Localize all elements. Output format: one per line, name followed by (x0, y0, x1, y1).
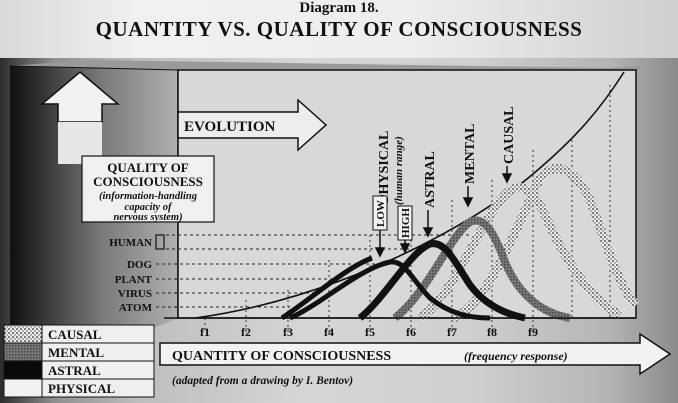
tick-f7: f7 (447, 325, 457, 339)
mental-curve (392, 216, 571, 322)
y-axis-label-box: QUALITY OF CONSCIOUSNESS (information-ha… (81, 155, 215, 223)
causal-arrow-icon (501, 173, 513, 184)
legend-swatch-causal (3, 324, 43, 344)
y-axis-title-line1: QUALITY OF (107, 160, 189, 175)
human-range-label: (human range) (393, 136, 405, 205)
y-axis-subtitle-line1: (information-handling (99, 191, 197, 202)
tick-f8: f8 (487, 325, 497, 339)
tick-f4: f4 (324, 325, 334, 339)
y-axis-title-line2: CONSCIOUSNESS (93, 174, 203, 189)
x-axis-arrow: QUANTITY OF CONSCIOUSNESS (frequency res… (159, 332, 672, 376)
physical-curve-rise (280, 255, 373, 321)
low-label: LOW (375, 200, 387, 227)
legend-label-causal: CAUSAL (48, 327, 102, 342)
physical-label: PHYSICAL (377, 131, 392, 203)
legend-swatch-physical (3, 378, 43, 398)
tick-f2: f2 (241, 325, 251, 339)
x-axis-title: QUANTITY OF CONSCIOUSNESS (172, 349, 391, 364)
evolution-arrow-icon (177, 98, 328, 152)
level-atom: ATOM (119, 302, 153, 314)
tick-f6: f6 (406, 325, 416, 339)
credit-text: (adapted from a drawing by I. Bentov) (172, 375, 353, 387)
back-plane (177, 69, 637, 319)
diagram-number: Diagram 18. (299, 0, 379, 16)
astral-curve (357, 240, 526, 322)
legend-swatch-astral (3, 360, 43, 380)
low-arrow-icon (374, 247, 386, 258)
high-label: HIGH (400, 208, 412, 238)
legend: CAUSAL MENTAL ASTRAL PHYSICAL (3, 324, 155, 398)
legend-label-astral: ASTRAL (48, 363, 101, 378)
tick-f1: f1 (200, 325, 210, 339)
legend-swatch-mental (3, 342, 43, 362)
high-arrow-icon (399, 243, 411, 254)
level-human: HUMAN (109, 237, 152, 249)
x-axis-arrow-icon (159, 332, 672, 376)
top-depth-wall (10, 60, 640, 70)
legend-label-mental: MENTAL (48, 345, 104, 360)
peak-labels: PHYSICAL (human range) LOW HIGH ASTRAL M… (372, 106, 517, 241)
tick-f5: f5 (365, 325, 375, 339)
diagram-title: QUANTITY VS. QUALITY OF CONSCIOUSNESS (95, 17, 583, 41)
physical-curve (288, 259, 491, 321)
y-axis-subtitle-line2: capacity of (125, 202, 173, 213)
level-labels: HUMAN DOG PLANT VIRUS ATOM (109, 237, 152, 314)
evolution-arrow: EVOLUTION (177, 98, 328, 152)
level-plant: PLANT (115, 274, 153, 286)
astral-label: ASTRAL (423, 151, 438, 208)
tick-f3: f3 (283, 325, 293, 339)
level-dog: DOG (127, 259, 153, 271)
header: Diagram 18. QUANTITY VS. QUALITY OF CONS… (0, 0, 678, 58)
frequency-ticks: f1 f2 f3 f4 f5 f6 f7 f8 f9 (200, 325, 538, 339)
evolution-label: EVOLUTION (184, 119, 276, 135)
causal-label: CAUSAL (502, 106, 517, 164)
mental-label: MENTAL (463, 124, 478, 184)
response-curves (280, 164, 640, 322)
mental-arrow-icon (462, 197, 474, 208)
tick-f9: f9 (528, 325, 538, 339)
left-depth-wall (10, 66, 178, 385)
label-arrows (374, 166, 513, 258)
y-axis-subtitle-line3: nervous system) (113, 212, 182, 223)
astral-arrow-icon (422, 227, 434, 238)
level-virus: VIRUS (118, 288, 152, 300)
human-bracket (155, 234, 165, 250)
x-axis-subtitle: (frequency response) (464, 349, 568, 363)
legend-label-physical: PHYSICAL (48, 381, 116, 396)
causal-curve (452, 164, 640, 322)
up-arrow-icon (39, 71, 121, 123)
